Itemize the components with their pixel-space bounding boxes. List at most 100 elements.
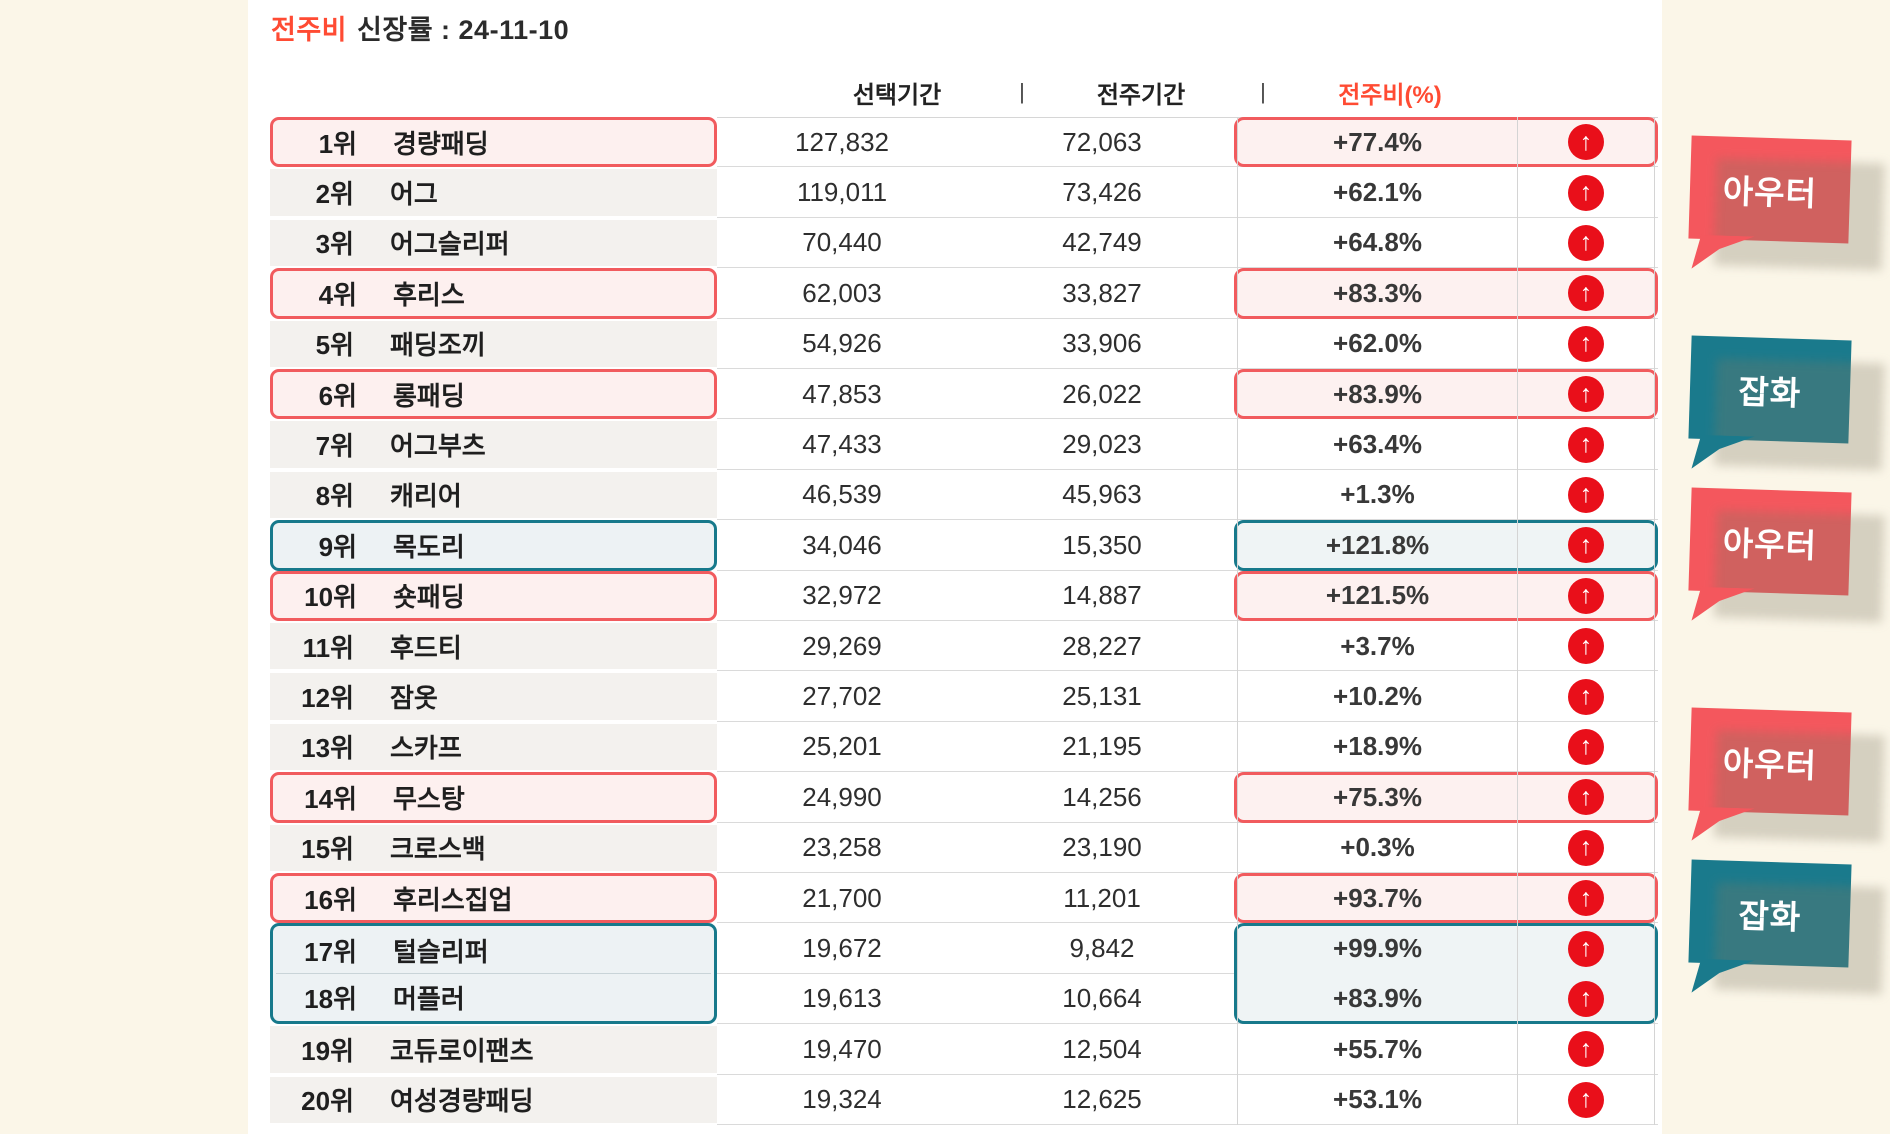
arrow-cell: ↑ (1517, 167, 1655, 218)
up-arrow-icon: ↑ (1568, 1031, 1604, 1068)
category-callout-bubble: 아우터 (1688, 487, 1852, 596)
up-arrow-icon: ↑ (1568, 930, 1604, 967)
row-separator (717, 569, 1658, 571)
arrow-cell: ↑ (1517, 923, 1655, 974)
category-callout-bubble: 아우터 (1688, 707, 1852, 816)
arrow-cell: ↑ (1517, 1074, 1655, 1125)
selected-period-value: 29,269 (802, 630, 882, 661)
column-header-selected-period: 선택기간 (852, 81, 942, 109)
table-row: 19위 코듀로이팬츠 19,470 12,504 +55.7% ↑ (0, 1024, 1890, 1075)
keyword-label: 패딩조끼 (390, 330, 486, 361)
row-separator (717, 871, 1658, 873)
row-separator (717, 1123, 1658, 1125)
keyword-label: 목도리 (393, 531, 465, 562)
rank-label: 1위 (318, 128, 357, 159)
keyword-cell: 11위 후드티 (270, 623, 717, 670)
page-title: 전주비 신장률 : 24-11-10 (271, 8, 569, 47)
arrow-cell: ↑ (1517, 1024, 1655, 1075)
change-percent-value: +83.3% (1237, 268, 1517, 319)
selected-period-value: 32,972 (802, 580, 882, 611)
keyword-cell: 16위 후리스집업 (270, 873, 717, 924)
keyword-cell: 20위 여성경량패딩 (270, 1076, 717, 1123)
change-percent-value: +53.1% (1237, 1074, 1517, 1125)
rank-label: 18위 (304, 983, 357, 1014)
change-percent-value: +55.7% (1237, 1024, 1517, 1075)
selected-period-value: 24,990 (802, 781, 882, 812)
table-row: 6위 롱패딩 47,853 26,022 +83.9% ↑ (0, 369, 1890, 420)
table-row: 16위 후리스집업 21,700 11,201 +93.7% ↑ (0, 873, 1890, 924)
arrow-cell: ↑ (1517, 117, 1655, 168)
keyword-label: 크로스백 (390, 834, 486, 865)
keyword-cell: 14위 무스탕 (270, 772, 717, 823)
change-percent-value: +99.9% (1237, 923, 1517, 974)
change-percent-value: +10.2% (1237, 671, 1517, 722)
selected-period-value: 23,258 (802, 832, 882, 863)
rank-label: 3위 (315, 229, 354, 260)
category-callout-bubble: 아우터 (1688, 135, 1852, 244)
previous-period-value: 23,190 (1062, 832, 1142, 863)
selected-period-value: 19,672 (802, 933, 882, 964)
table-row: 18위 머플러 19,613 10,664 +83.9% ↑ (0, 973, 1890, 1025)
arrow-cell: ↑ (1517, 469, 1655, 521)
keyword-label: 머플러 (393, 983, 465, 1014)
table-row: 17위 털슬리퍼 19,672 9,842 +99.9% ↑ (0, 923, 1890, 975)
previous-period-value: 12,625 (1062, 1084, 1142, 1115)
keyword-cell: 4위 후리스 (270, 268, 717, 319)
table-row: 11위 후드티 29,269 28,227 +3.7% ↑ (0, 621, 1890, 672)
keyword-cell: 9위 목도리 (270, 520, 717, 571)
change-percent-value: +121.5% (1237, 570, 1517, 621)
arrow-cell: ↑ (1517, 520, 1655, 571)
up-arrow-icon: ↑ (1568, 678, 1604, 715)
selected-period-value: 25,201 (802, 731, 882, 762)
selected-period-value: 119,011 (796, 177, 888, 208)
keyword-cell: 18위 머플러 (270, 973, 717, 1025)
rank-label: 9위 (318, 531, 357, 562)
header-divider-icon: | (1019, 79, 1025, 104)
arrow-cell: ↑ (1517, 721, 1655, 773)
change-percent-value: +64.8% (1237, 217, 1517, 269)
selected-period-value: 19,613 (802, 983, 882, 1014)
up-arrow-icon: ↑ (1568, 728, 1604, 765)
change-percent-value: +63.4% (1237, 419, 1517, 470)
selected-period-value: 47,853 (802, 378, 882, 409)
rank-label: 16위 (304, 884, 357, 915)
row-separator (717, 166, 1658, 168)
table-row: 20위 여성경량패딩 19,324 12,625 +53.1% ↑ (0, 1074, 1890, 1125)
table-row: 8위 캐리어 46,539 45,963 +1.3% ↑ (0, 469, 1890, 521)
previous-period-value: 33,827 (1062, 277, 1142, 308)
table-row: 10위 숏패딩 32,972 14,887 +121.5% ↑ (0, 570, 1890, 621)
up-arrow-icon: ↑ (1568, 376, 1604, 413)
keyword-label: 캐리어 (390, 481, 462, 512)
arrow-cell: ↑ (1517, 419, 1655, 470)
table-row: 4위 후리스 62,003 33,827 +83.3% ↑ (0, 268, 1890, 319)
rank-label: 7위 (315, 431, 354, 462)
previous-period-value: 14,887 (1062, 580, 1142, 611)
up-arrow-icon: ↑ (1568, 577, 1604, 614)
table-top-border (717, 117, 1658, 118)
rank-label: 13위 (301, 733, 354, 764)
row-separator (717, 418, 1658, 420)
previous-period-value: 26,022 (1062, 378, 1142, 409)
previous-period-value: 10,664 (1062, 983, 1142, 1014)
rank-label: 5위 (315, 330, 354, 361)
row-separator (717, 317, 1658, 319)
table-row: 1위 경량패딩 127,832 72,063 +77.4% ↑ (0, 117, 1890, 168)
keyword-label: 후드티 (390, 632, 462, 663)
header-divider-icon: | (1260, 79, 1266, 104)
up-arrow-icon: ↑ (1568, 628, 1604, 665)
keyword-cell: 10위 숏패딩 (270, 570, 717, 621)
up-arrow-icon: ↑ (1568, 1081, 1604, 1118)
keyword-cell: 17위 털슬리퍼 (270, 923, 717, 975)
selected-period-value: 19,470 (802, 1033, 882, 1064)
row-separator (717, 519, 1658, 521)
up-arrow-icon: ↑ (1568, 325, 1604, 362)
selected-period-value: 19,324 (802, 1084, 882, 1115)
change-percent-value: +62.0% (1237, 318, 1517, 369)
rank-label: 12위 (301, 683, 354, 714)
row-separator (276, 972, 711, 974)
up-arrow-icon: ↑ (1568, 829, 1604, 866)
selected-period-value: 34,046 (802, 529, 882, 560)
previous-period-value: 15,350 (1062, 529, 1142, 560)
row-separator (717, 1073, 1658, 1075)
change-percent-value: +83.9% (1237, 973, 1517, 1025)
